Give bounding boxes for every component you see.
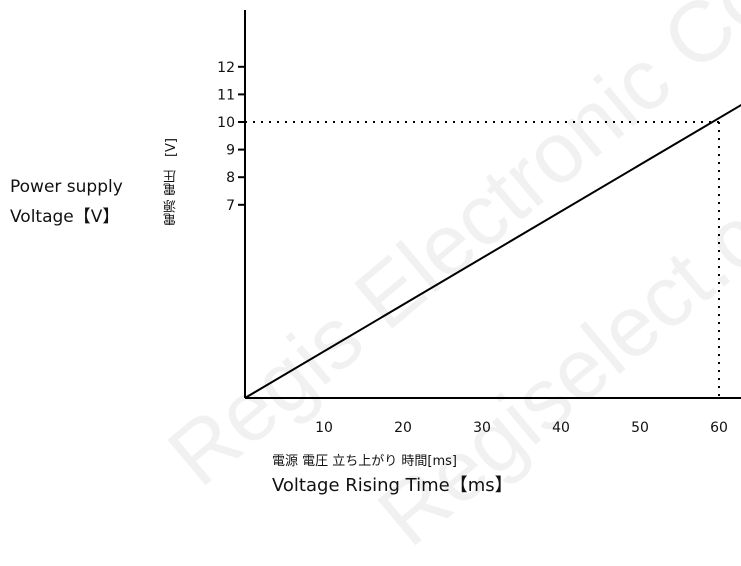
x-tick-label-20: 20 bbox=[394, 420, 412, 436]
x-tick-label-60: 60 bbox=[710, 420, 728, 436]
x-axis-label: Voltage Rising Time【ms】 bbox=[272, 475, 513, 496]
x-tick-label-40: 40 bbox=[552, 420, 570, 436]
y-tick-label-10: 10 bbox=[217, 115, 235, 131]
y-tick-label-11: 11 bbox=[217, 87, 235, 103]
y-axis-label-jp: 電源 電圧 [V] bbox=[164, 138, 179, 227]
y-tick-label-9: 9 bbox=[226, 143, 235, 159]
y-tick-label-7: 7 bbox=[226, 198, 235, 214]
y-axis-label-line1: Power supply bbox=[10, 177, 123, 197]
x-tick-label-50: 50 bbox=[631, 420, 649, 436]
x-axis-label-jp: 電源 電圧 立ち上がり 時間[ms] bbox=[272, 454, 457, 469]
series-line-0 bbox=[244, 103, 741, 399]
y-tick-label-8: 8 bbox=[226, 170, 235, 186]
x-tick-label-10: 10 bbox=[315, 420, 333, 436]
y-axis-label-line2: Voltage【V】 bbox=[10, 207, 120, 227]
y-axis-label: Power supply Voltage【V】 bbox=[10, 172, 123, 232]
x-tick-label-30: 30 bbox=[473, 420, 491, 436]
y-tick-label-12: 12 bbox=[217, 60, 235, 76]
chart: 78910111210203040506070 bbox=[217, 10, 741, 436]
